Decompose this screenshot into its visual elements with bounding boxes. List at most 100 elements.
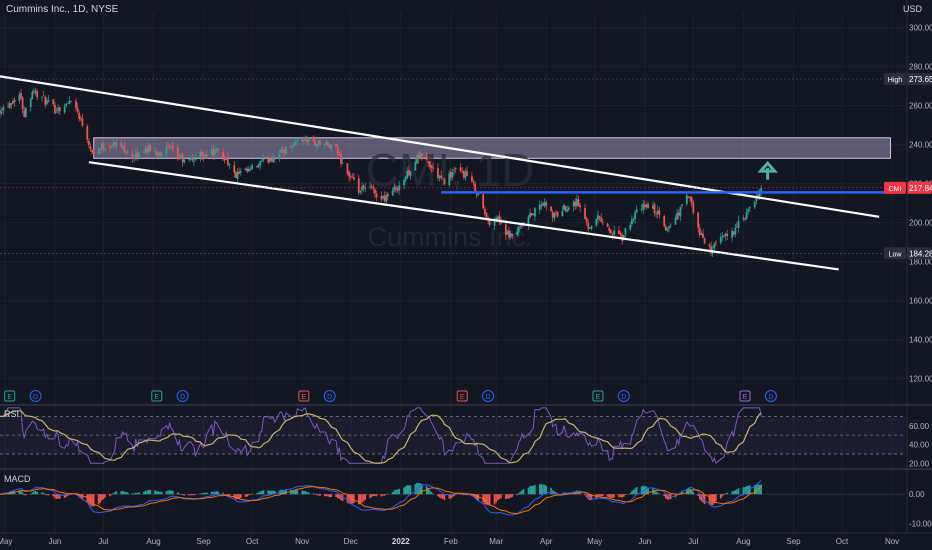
candle-body: [472, 181, 475, 183]
candle-body: [651, 205, 654, 209]
candle-body: [417, 154, 420, 159]
candle-body: [403, 180, 405, 185]
earnings-marker[interactable]: E: [4, 390, 16, 402]
macd-histogram-bar: [259, 491, 261, 495]
dividend-marker[interactable]: D: [482, 390, 495, 402]
macd-histogram-bar: [294, 490, 297, 495]
price-badges: High 273.65 Low 184.28 CMI 217.84: [0, 72, 932, 260]
macd-histogram-bar: [642, 485, 644, 495]
macd-histogram-bar: [584, 494, 586, 496]
candle-body: [737, 220, 740, 228]
high-label-text: High: [888, 77, 903, 84]
candle-body: [272, 157, 275, 163]
macd-histogram-bar: [459, 494, 462, 495]
dividend-marker[interactable]: D: [617, 390, 630, 402]
candle-body: [183, 159, 186, 163]
candle-body: [731, 230, 733, 238]
candle-body: [676, 212, 679, 220]
earnings-marker[interactable]: E: [592, 390, 604, 402]
macd-histogram-bar: [251, 493, 253, 495]
macd-histogram-bar: [23, 494, 26, 496]
macd-histogram-bar: [420, 484, 423, 495]
candle-body: [702, 233, 704, 238]
earnings-marker[interactable]: E: [456, 390, 468, 402]
macd-histogram-bar: [697, 494, 699, 496]
candle-body: [608, 228, 611, 232]
time-tick-label: Oct: [836, 537, 849, 546]
macd-histogram-bar: [611, 494, 614, 499]
candle-body: [341, 163, 344, 165]
macd-histogram-bar: [160, 491, 163, 495]
macd-histogram-bar: [282, 489, 284, 495]
candle-body: [191, 157, 194, 161]
macd-histogram-bar: [732, 491, 735, 495]
macd-histogram-bar: [238, 494, 240, 499]
trend-drawings[interactable]: [0, 75, 905, 271]
macd-histogram-bar: [181, 494, 184, 496]
macd-histogram-bar: [437, 494, 439, 497]
macd-histogram-bar: [68, 494, 71, 495]
currency-label: USD: [902, 4, 922, 14]
candle-body: [715, 242, 717, 243]
candle-body: [448, 173, 451, 186]
time-axis[interactable]: May Jun Jul Aug Sep Oct Nov Dec 2022 Feb Mar Apr May…: [0, 537, 899, 546]
candle-body: [681, 204, 683, 206]
candle-body: [543, 201, 546, 207]
candle-body: [382, 196, 384, 199]
macd-histogram-bar: [668, 494, 670, 500]
macd-histogram-bar: [146, 490, 148, 495]
candle-body: [563, 205, 565, 210]
candle-body: [226, 156, 229, 165]
price-tick-label: 200.00: [909, 219, 932, 228]
event-marker-label: E: [596, 394, 601, 401]
dividend-marker[interactable]: D: [176, 390, 189, 402]
candle-body: [351, 177, 354, 178]
candle-body: [0, 112, 3, 113]
macd-histogram-bar: [408, 485, 410, 495]
macd-histogram-bar: [227, 494, 229, 496]
candle-body: [91, 150, 94, 153]
macd-histogram-bar: [361, 494, 363, 503]
candle-body: [380, 195, 383, 200]
candle-body: [640, 208, 643, 210]
candle-body: [635, 209, 638, 213]
candle-body: [312, 136, 315, 142]
candle-body: [246, 168, 249, 172]
candle-body: [215, 149, 218, 151]
time-tick-label: Oct: [246, 537, 259, 546]
candle-body: [189, 157, 192, 160]
macd-histogram-bar: [749, 485, 751, 495]
candle-body: [451, 172, 454, 177]
macd-histogram-bar: [296, 490, 299, 495]
macd-histogram-bar: [134, 492, 137, 495]
dividend-marker[interactable]: D: [29, 390, 42, 402]
earnings-marker[interactable]: E: [739, 390, 751, 402]
macd-histogram-bar: [698, 494, 701, 500]
candle-body: [462, 170, 465, 178]
candle-body: [212, 149, 215, 157]
candle-body: [425, 155, 428, 160]
price-axis[interactable]: 120.00140.00160.00180.00200.00220.00240.…: [909, 24, 932, 529]
macd-histogram-bar: [404, 486, 407, 495]
earnings-marker[interactable]: E: [298, 390, 310, 402]
earnings-marker[interactable]: E: [151, 390, 163, 402]
dividend-marker-circle: [764, 390, 777, 402]
macd-histogram-bar: [708, 494, 711, 505]
time-tick-label: Jul: [98, 537, 108, 546]
high-value-text: 273.65: [909, 75, 932, 84]
macd-histogram-bar: [681, 491, 683, 495]
macd-histogram-bar: [755, 484, 758, 495]
candle-body: [170, 146, 173, 148]
candle-body: [430, 165, 433, 169]
dividend-marker-circle: [482, 390, 495, 402]
candle-body: [304, 136, 307, 141]
macd-histogram-bar: [304, 491, 307, 495]
macd-histogram-bar: [81, 494, 84, 500]
low-value-box: [907, 247, 932, 260]
dividend-marker[interactable]: D: [323, 390, 336, 402]
macd-histogram-bar: [529, 486, 531, 495]
candle-body: [466, 170, 468, 176]
dividend-marker[interactable]: D: [764, 390, 777, 402]
